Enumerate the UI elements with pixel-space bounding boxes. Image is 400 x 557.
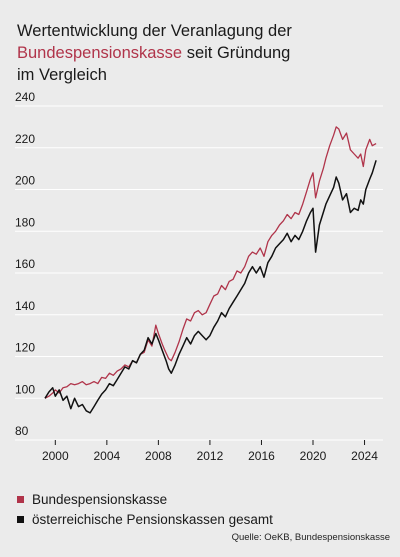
y-tick-label-140: 140 [15,299,35,313]
x-tick-label-2004: 2004 [93,449,120,463]
y-tick-label-220: 220 [15,132,35,146]
legend-swatch-red [17,495,24,503]
y-tick-label-200: 200 [15,174,35,188]
x-tick-label-2000: 2000 [42,449,69,463]
legend-swatch-black [17,515,24,523]
x-tick-label-2008: 2008 [145,449,172,463]
y-tick-label-180: 180 [15,215,35,229]
title-highlight: Bundespensionskasse [17,44,183,62]
series-line-pensionskassen-gesamt [44,160,377,414]
source-note: Quelle: OeKB, Bundespensionskasse [231,532,390,543]
title-line-2-rest: seit Gründung [182,44,291,62]
x-tick-label-2012: 2012 [197,449,224,463]
legend-item-bundespensionskasse: Bundespensionskasse [17,489,273,509]
x-tick-label-2024: 2024 [351,449,378,463]
title-line-3: im Vergleich [17,66,107,84]
legend-item-pensionskassen-gesamt: österreichische Pensionskassen gesamt [17,509,273,529]
legend: Bundespensionskasse österreichische Pens… [17,489,273,529]
x-tick-label-2020: 2020 [300,449,327,463]
y-tick-label-80: 80 [15,424,29,438]
title-line-1: Wertentwicklung der Veranlagung der [17,22,292,40]
y-tick-label-100: 100 [15,382,35,396]
series-line-bundespensionskasse [44,126,377,399]
legend-label-bundespensionskasse: Bundespensionskasse [32,491,168,507]
chart-title: Wertentwicklung der Veranlagung der Bund… [17,20,387,86]
y-tick-label-160: 160 [15,257,35,271]
legend-label-pensionskassen-gesamt: österreichische Pensionskassen gesamt [32,511,273,527]
y-tick-label-120: 120 [15,341,35,355]
x-tick-label-2016: 2016 [248,449,275,463]
y-tick-label-240: 240 [15,90,35,104]
